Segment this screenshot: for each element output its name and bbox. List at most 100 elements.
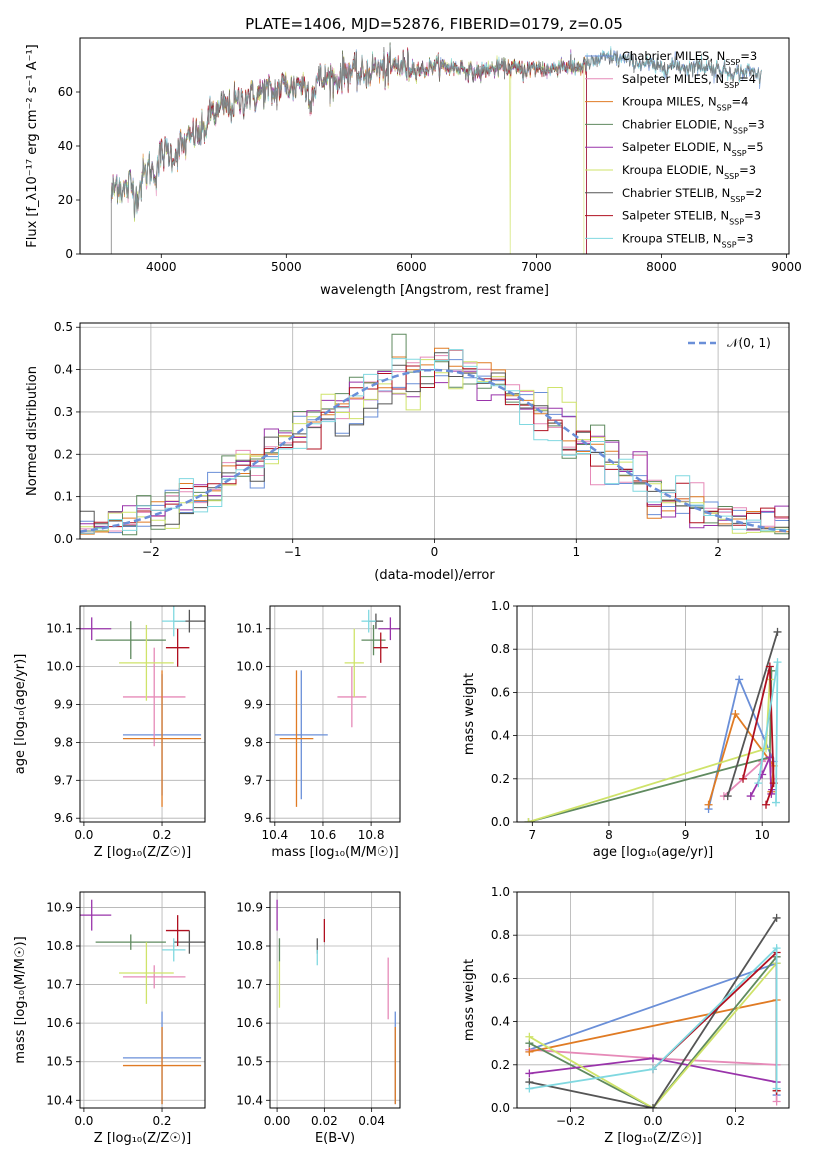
y-tick-label-4: 0.4: [54, 363, 73, 377]
plot-area-residuals: [80, 333, 789, 536]
x-tick-label-4: 8000: [646, 260, 677, 274]
series-marker-2-0: [525, 1047, 534, 1056]
errorbar-point-4: [80, 899, 112, 931]
x-tick-label-1: 5000: [271, 260, 302, 274]
series-marker-2-1: [731, 710, 740, 718]
errorbar-point-5: [344, 628, 364, 697]
series-line-8: [529, 946, 778, 1090]
y-tick-label-4: 10.0: [46, 660, 73, 674]
panel-age_vs_Z: 0.0 0.2 9.6 9.7 9.8 9.9 10.0 10.1 Z [log₁₀(Z/Z☉)…: [13, 605, 206, 860]
y-tick-label-5: 1.0: [491, 885, 510, 899]
legend-normal-label: 𝒩(0, 1): [727, 336, 771, 350]
y-tick-label-3: 9.9: [54, 698, 73, 712]
y-tick-label-5: 10.1: [46, 622, 73, 636]
y-tick-label-2: 0.2: [54, 447, 73, 461]
series-marker-6-2: [772, 913, 781, 922]
legend-label-2: Kroupa MILES, NSSP=4: [622, 95, 748, 113]
y-tick-label-3: 0.3: [54, 405, 73, 419]
y-tick-label-5: 10.9: [46, 900, 73, 914]
axes-frame-age_vs_mass: [269, 605, 401, 823]
series-marker-8-1: [773, 658, 782, 667]
axes-frame-age_vs_Z: [79, 605, 206, 823]
x-tick-label-4: 2: [714, 545, 722, 559]
x-tick-label-1: 0.2: [152, 828, 171, 842]
series-marker-7-1: [765, 662, 774, 671]
series-marker-4-0: [746, 792, 755, 801]
series-line-5: [528, 962, 778, 1108]
x-tick-label-1: 8: [605, 828, 613, 842]
errorbar-point-5: [119, 624, 174, 701]
y-tick-label-3: 10.7: [236, 978, 263, 992]
legend-label-8: Kroupa STELIB, NSSP=3: [622, 231, 753, 249]
y-tick-label-0: 9.6: [54, 811, 73, 825]
axes-frame-mass_vs_EBV: [269, 891, 401, 1109]
y-tick-label-4: 10.8: [46, 939, 73, 953]
x-tick-label-0: 4000: [146, 260, 177, 274]
x-axis-label-residuals: (data-model)/error: [374, 568, 495, 583]
y-tick-label-5: 1.0: [491, 599, 510, 613]
y-axis-label-residuals: Normed distribution: [25, 366, 40, 496]
x-tick-label-1: 10.6: [310, 828, 337, 842]
y-axis-label-massweight_vs_Z: mass weight: [462, 959, 477, 1041]
x-tick-label-0: 7: [529, 828, 537, 842]
y-tick-label-0: 10.4: [236, 1093, 263, 1107]
panel-massweight_vs_age: 7 8 9 10 0.0 0.2 0.4 0.6 0.8 1.0 age [log₁₀(age/yr…: [462, 599, 790, 860]
legend-residuals: 𝒩(0, 1): [688, 336, 771, 350]
y-tick-label-1: 0.2: [491, 1058, 510, 1072]
x-tick-label-0: 0.0: [74, 1114, 93, 1128]
y-tick-label-2: 0.4: [491, 729, 510, 743]
panel-spectrum: 4000 5000 6000 7000 8000 9000 0 20 40 60 wavelengt…: [25, 37, 802, 298]
y-tick-label-4: 10.0: [236, 660, 263, 674]
legend-spectrum: Chabrier MILES, NSSP=3 Salpeter MILES, NS…: [585, 49, 765, 249]
x-tick-label-2: 6000: [396, 260, 427, 274]
panel-age_vs_mass: 10.4 10.6 10.8 9.6 9.7 9.8 9.9 10.0 10.1 mass [lo…: [236, 605, 401, 860]
errorbar-point-5: [119, 942, 174, 1004]
series-line-3: [528, 956, 778, 1108]
x-tick-label-5: 9000: [771, 260, 802, 274]
series-marker-0-1: [735, 675, 744, 684]
y-axis-label-age_vs_Z: age [log₁₀(age/yr)]: [13, 654, 28, 775]
plot-area-age_vs_mass: [274, 609, 400, 807]
errorbar-point-1: [122, 965, 186, 989]
errorbar-point-4: [80, 617, 112, 641]
y-axis-label-spectrum: Flux [f_λ10⁻¹⁷ erg cm⁻² s⁻¹ A⁻¹]: [25, 44, 40, 248]
axes-frame-massweight_vs_age: [516, 605, 790, 823]
series-marker-5-0: [524, 818, 533, 822]
y-tick-label-3: 0.6: [491, 685, 510, 699]
plot-area-massweight_vs_age: [524, 627, 782, 822]
series-marker-8-1: [649, 1065, 657, 1074]
y-tick-label-3: 0.6: [491, 971, 510, 985]
series-marker-5-0: [525, 1032, 534, 1041]
y-tick-label-1: 9.7: [54, 773, 73, 787]
x-axis-label-massweight_vs_age: age [log₁₀(age/yr)]: [593, 845, 714, 860]
plot-area-massweight_vs_Z: [525, 913, 781, 1108]
series-line-6: [726, 631, 779, 797]
y-tick-label-2: 10.6: [236, 1016, 263, 1030]
legend-label-3: Chabrier ELODIE, NSSP=3: [622, 117, 765, 135]
y-tick-label-0: 0.0: [491, 1101, 510, 1115]
series-marker-6-1: [649, 1104, 657, 1108]
x-tick-label-2: 0.2: [726, 1114, 745, 1128]
x-tick-label-0: 10.4: [261, 828, 288, 842]
y-tick-label-1: 10.5: [236, 1055, 263, 1069]
x-tick-label-1: −1: [284, 545, 302, 559]
errorbar-point-0: [274, 670, 328, 800]
y-tick-label-1: 10.5: [46, 1055, 73, 1069]
y-tick-label-1: 20: [58, 193, 73, 207]
y-tick-label-0: 10.4: [46, 1093, 73, 1107]
y-tick-label-2: 9.8: [244, 735, 263, 749]
panel-massweight_vs_Z: −0.2 0.0 0.2 0.0 0.2 0.4 0.6 0.8 1.0 Z [log₁₀(Z/Z…: [462, 885, 790, 1146]
axes-frame-mass_vs_Z: [79, 891, 206, 1109]
x-axis-label-spectrum: wavelength [Angstrom, rest frame]: [320, 283, 549, 298]
y-tick-label-4: 10.8: [236, 939, 263, 953]
x-tick-label-0: 0.00: [264, 1114, 291, 1128]
legend-label-1: Salpeter MILES, NSSP=4: [622, 72, 756, 90]
panel-residuals: −2 −1 0 1 2 0.0 0.1 0.2 0.3 0.4 0.5 (data-model)/er…: [25, 320, 790, 583]
errorbar-point-2: [122, 1027, 202, 1105]
series-marker-8-0: [754, 779, 763, 788]
y-tick-label-5: 0.5: [54, 320, 73, 334]
errorbar-point-1: [337, 666, 367, 728]
legend-label-7: Salpeter STELIB, NSSP=3: [622, 209, 761, 227]
errorbar-point-6: [173, 930, 205, 954]
